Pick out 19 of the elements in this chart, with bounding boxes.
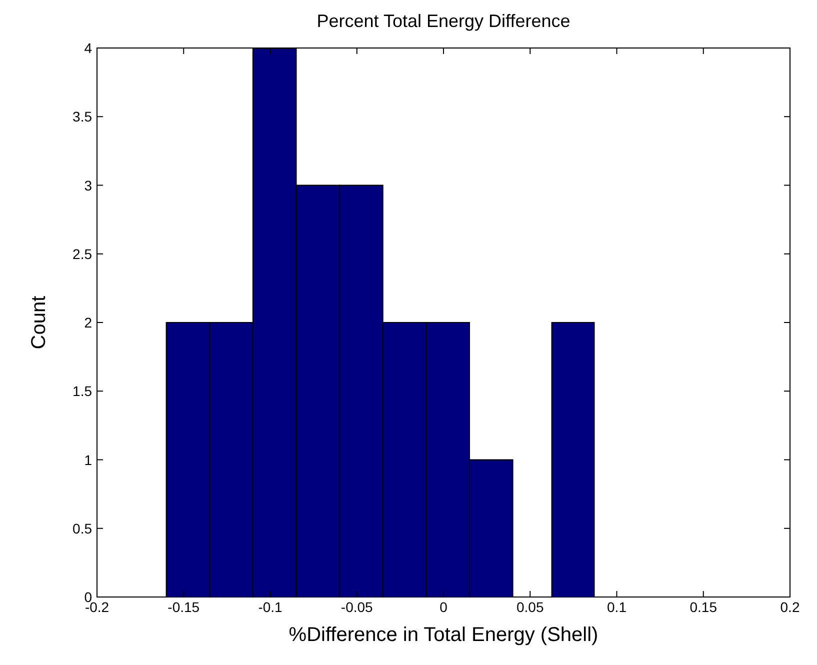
x-tick-label: -0.1: [258, 599, 283, 615]
y-axis-title: Count: [28, 295, 50, 350]
x-tick-label: -0.15: [168, 599, 200, 615]
y-tick-label: 1: [84, 452, 92, 468]
y-tick-label: 2.5: [72, 246, 92, 262]
x-tick-label: -0.05: [340, 599, 374, 615]
x-tick-label: 0.1: [607, 599, 627, 615]
y-tick-label: 0.5: [72, 520, 92, 536]
y-tick-label: 1.5: [72, 383, 92, 400]
y-tick-label: 3: [84, 177, 92, 194]
x-tick-label: 0.2: [780, 599, 800, 615]
x-tick-label: 0.05: [516, 599, 544, 615]
y-tick-label: 2: [84, 314, 92, 330]
x-tick-label: 0.15: [690, 599, 718, 615]
y-tick-label: 4: [84, 40, 92, 56]
chart-title: Percent Total Energy Difference: [316, 11, 570, 31]
y-tick-label: 3.5: [72, 108, 92, 125]
x-axis-title: %Difference in Total Energy (Shell): [288, 624, 598, 646]
x-tick-label: 0: [440, 599, 448, 615]
